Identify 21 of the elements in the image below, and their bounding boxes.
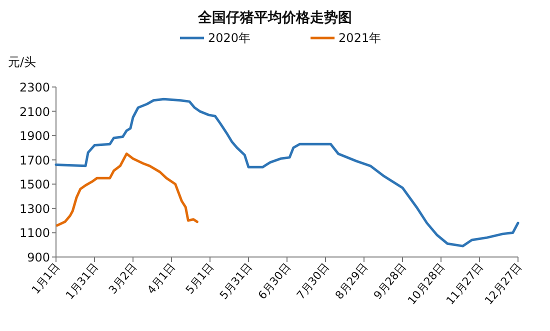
x-tick-label: 4月1日 [144, 260, 178, 297]
x-tick-label: 1月31日 [63, 260, 101, 302]
y-tick-label: 1300 [19, 202, 50, 216]
legend-label: 2020年 [208, 31, 251, 45]
x-tick-label: 6月30日 [256, 260, 294, 302]
y-tick-label: 1700 [19, 153, 50, 168]
legend-label: 2021年 [338, 31, 382, 45]
line-series [56, 152, 198, 227]
y-tick-label: 1100 [19, 226, 50, 240]
x-tick-label: 8月29日 [332, 260, 370, 302]
y-tick-label: 2100 [19, 104, 50, 119]
x-tick-label: 5月1日 [183, 260, 216, 297]
x-tick-label: 5月31日 [217, 260, 255, 302]
line-series [54, 98, 520, 248]
y-tick-label: 1900 [19, 129, 50, 144]
y-axis-title: 元/头 [8, 55, 36, 69]
chart-title: 全国仔猪平均价格走势图 [197, 10, 352, 26]
x-tick-label: 3月2日 [106, 260, 140, 297]
y-tick-label: 2300 [19, 80, 50, 94]
y-tick-label: 1500 [19, 178, 50, 192]
x-tick-label: 7月30日 [294, 260, 332, 302]
